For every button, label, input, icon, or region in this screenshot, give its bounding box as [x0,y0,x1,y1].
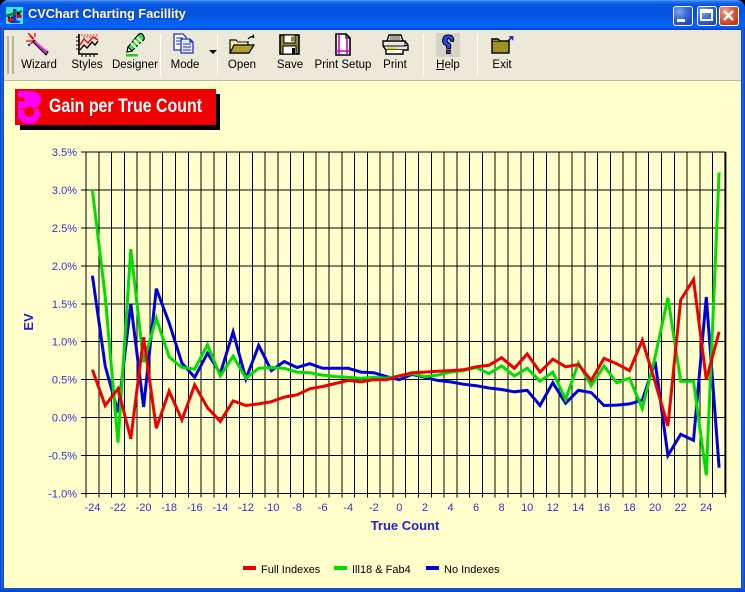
svg-text:-12: -12 [238,502,254,514]
svg-text:-20: -20 [136,502,152,514]
svg-text:-16: -16 [187,502,203,514]
svg-text:22: 22 [675,502,687,514]
svg-text:2.5%: 2.5% [52,223,77,235]
svg-text:0: 0 [396,502,402,514]
svg-text:2.0%: 2.0% [52,261,77,273]
svg-text:14: 14 [572,502,584,514]
svg-text:18: 18 [623,502,635,514]
svg-text:20: 20 [649,502,661,514]
svg-text:1.5%: 1.5% [52,299,77,311]
svg-text:0.0%: 0.0% [52,413,77,425]
svg-text:-2: -2 [369,502,379,514]
svg-text:3.5%: 3.5% [52,147,77,159]
svg-text:EV: EV [21,313,36,331]
svg-text:8: 8 [499,502,505,514]
svg-text:-1.0%: -1.0% [48,489,77,501]
svg-text:-0.5%: -0.5% [48,451,77,463]
svg-text:-22: -22 [110,502,126,514]
svg-text:1.0%: 1.0% [52,337,77,349]
svg-text:3.0%: 3.0% [52,185,77,197]
svg-text:12: 12 [547,502,559,514]
svg-text:24: 24 [700,502,712,514]
svg-text:10: 10 [521,502,533,514]
svg-text:-8: -8 [292,502,302,514]
svg-text:-4: -4 [343,502,353,514]
svg-text:-14: -14 [212,502,228,514]
svg-text:4: 4 [447,502,453,514]
svg-text:2: 2 [422,502,428,514]
svg-text:6: 6 [473,502,479,514]
svg-text:True Count: True Count [371,518,440,533]
svg-text:-10: -10 [263,502,279,514]
svg-text:0.5%: 0.5% [52,375,77,387]
svg-text:-24: -24 [84,502,100,514]
svg-text:-18: -18 [161,502,177,514]
svg-text:-6: -6 [318,502,328,514]
svg-text:16: 16 [598,502,610,514]
